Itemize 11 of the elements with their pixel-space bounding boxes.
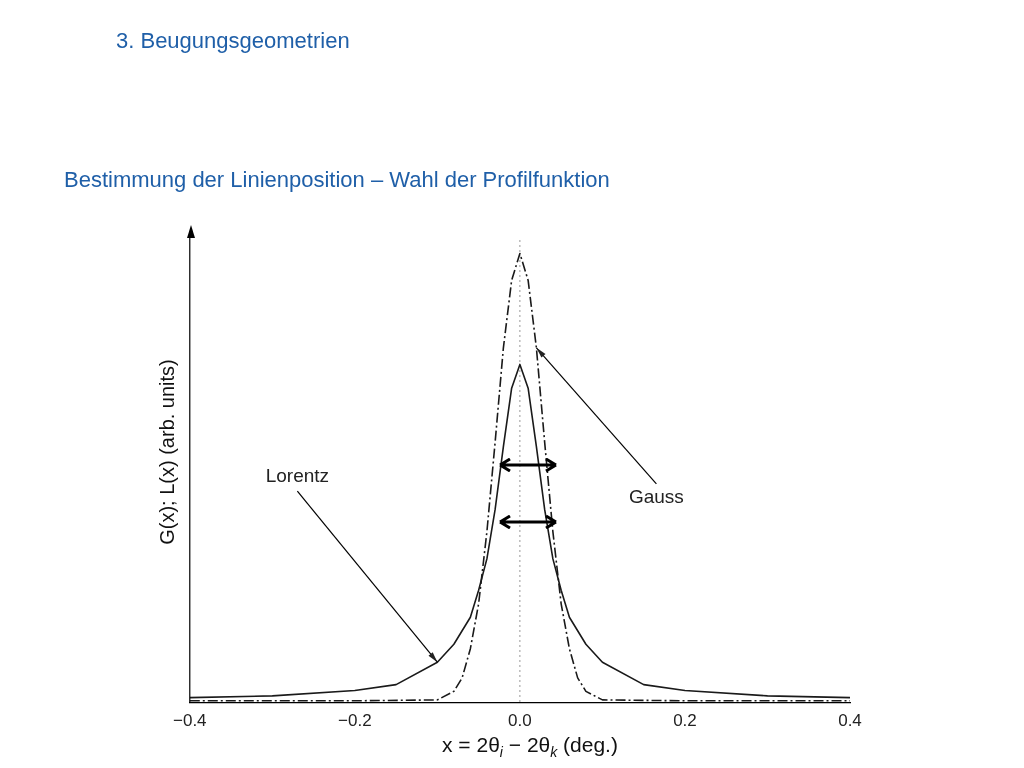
x-tick-label: −0.4 (173, 711, 207, 731)
annotation: Gauss (628, 486, 684, 508)
x-tick-label: 0.0 (508, 711, 532, 731)
chart-subtitle: Bestimmung der Linienposition – Wahl der Profilfunktion (64, 167, 610, 193)
x-axis-title: x = 2θ$_{i}$ − 2θ$_{k}$ (deg.) (441, 733, 619, 761)
x-tick-label: −0.2 (338, 711, 372, 731)
y-axis-title: G(x); L(x) (arb. units) (156, 358, 179, 547)
chart-title: 3. Beugungsgeometrien (116, 28, 350, 54)
x-tick-label: 0.4 (838, 711, 862, 731)
x-tick-label: 0.2 (673, 711, 697, 731)
annotation: Lorentz (265, 465, 330, 487)
